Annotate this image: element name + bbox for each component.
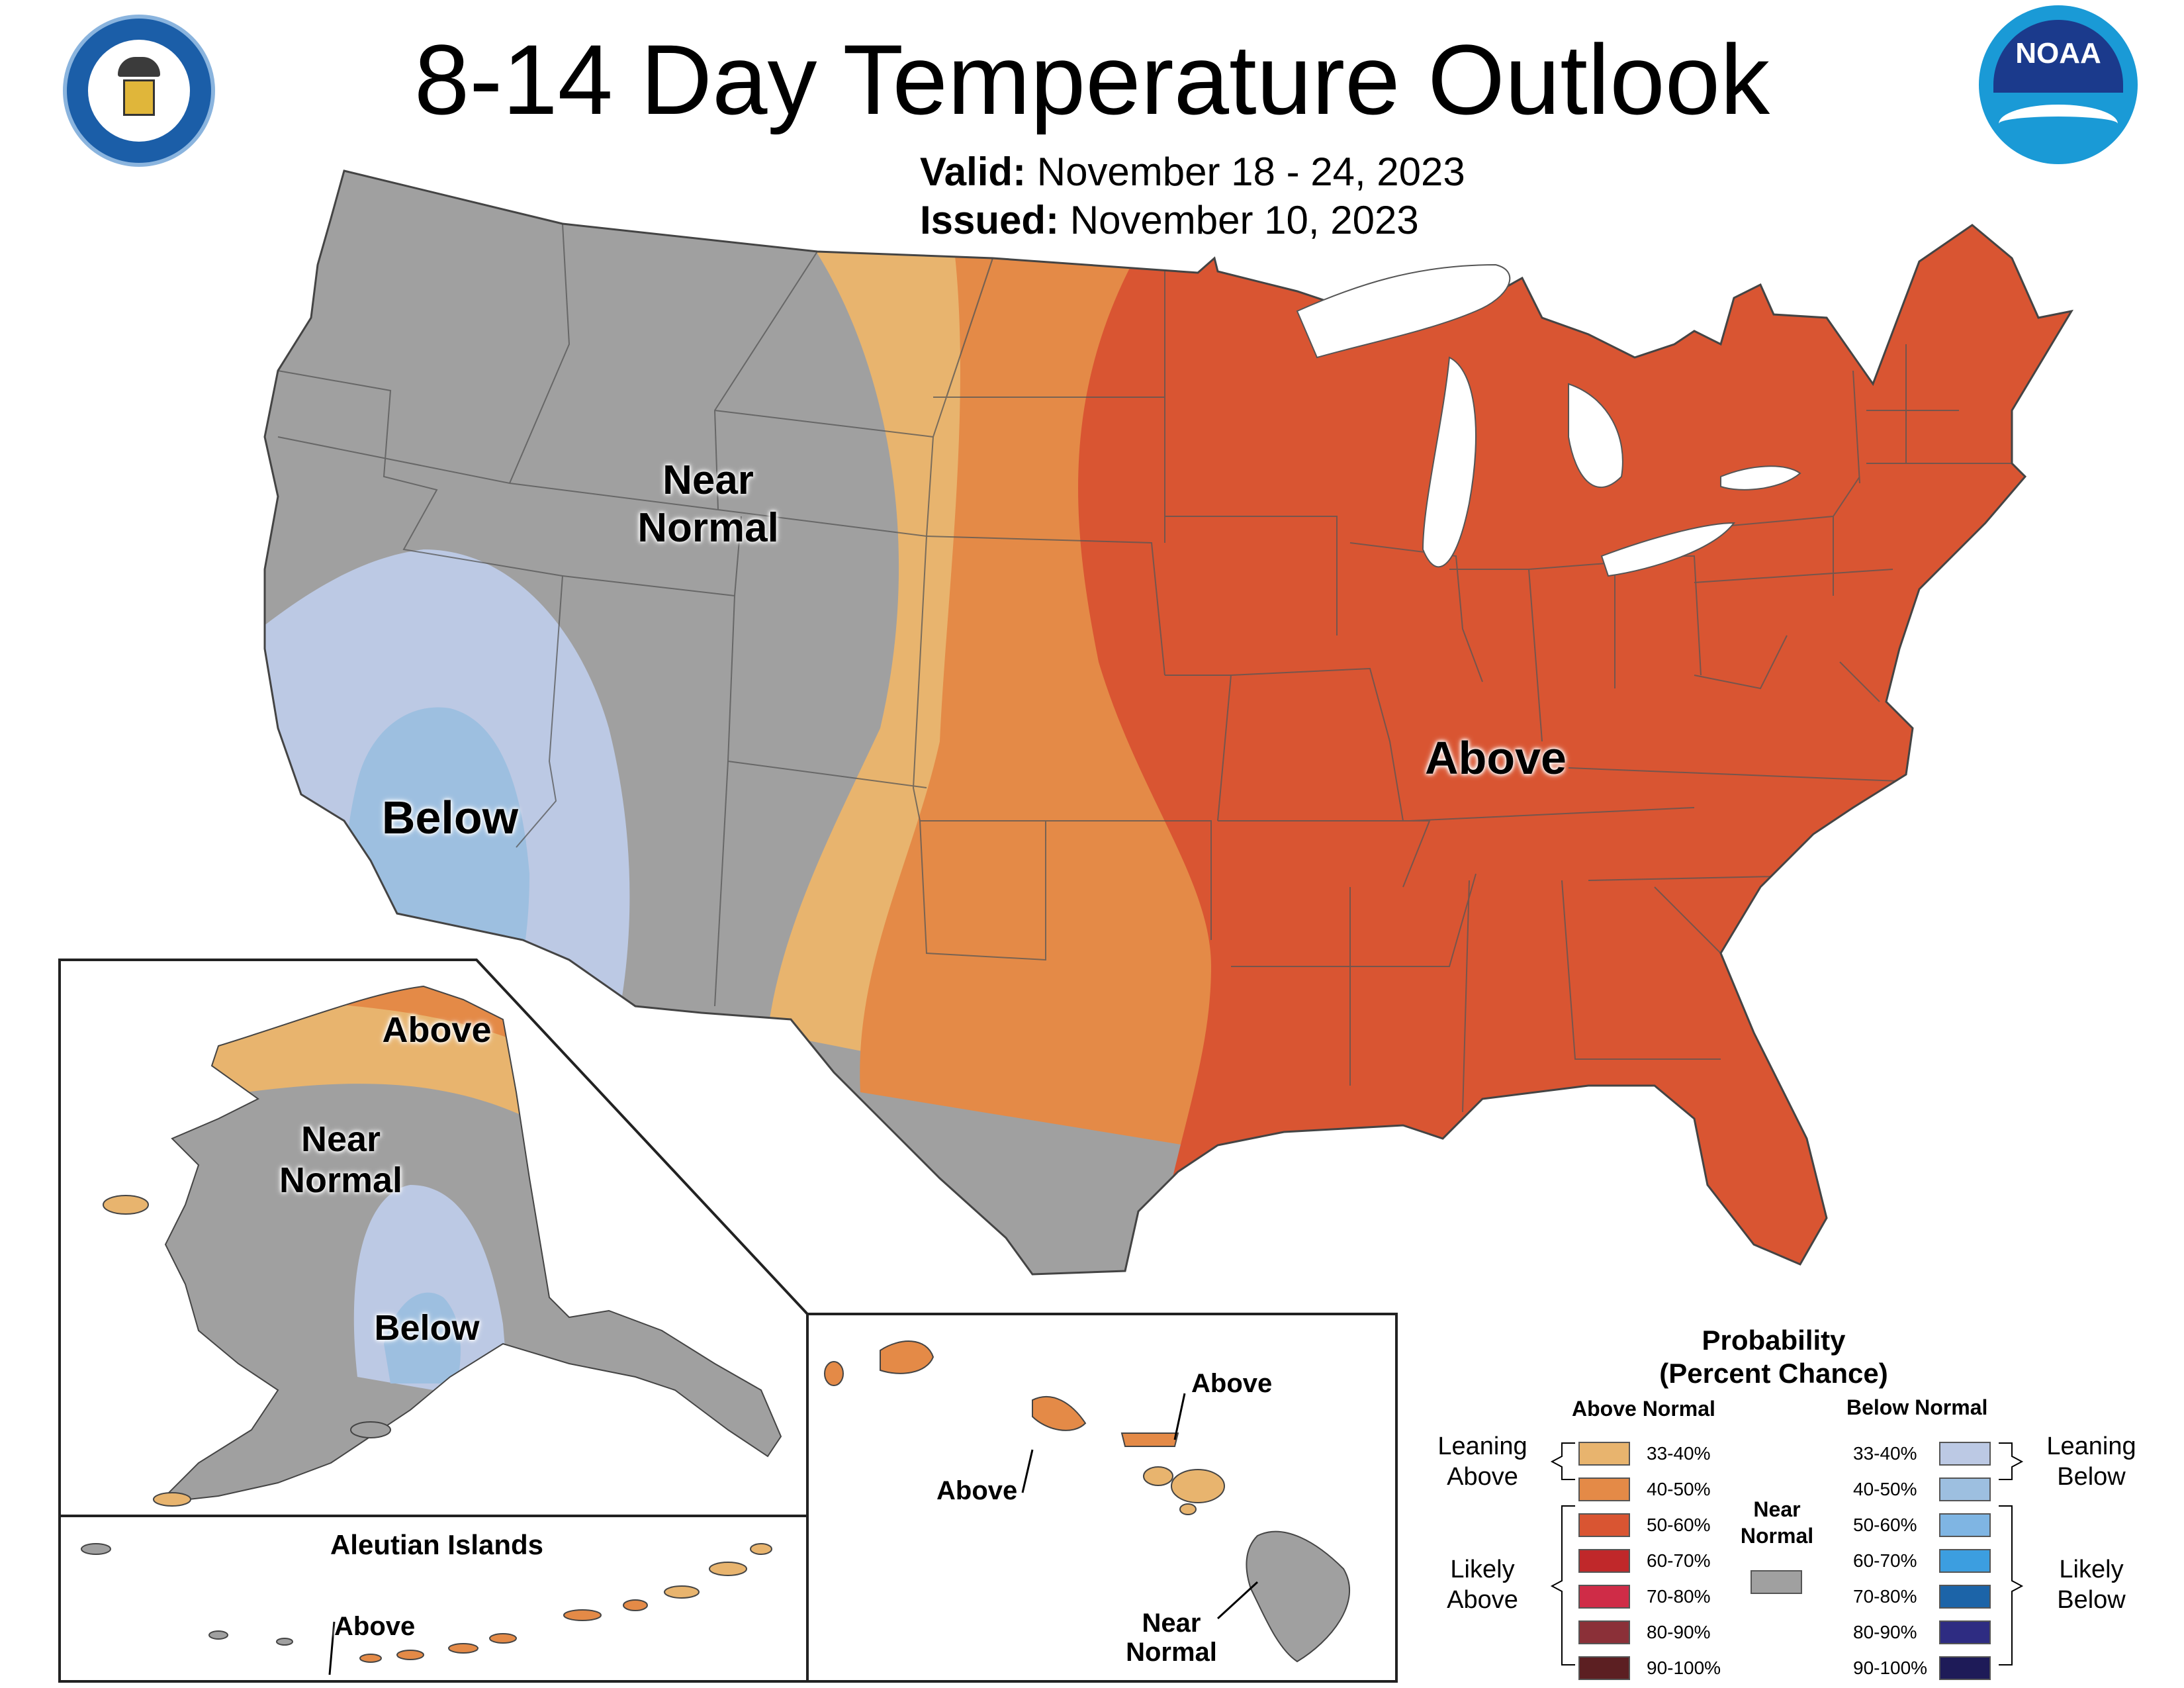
legend-brackets: [1550, 1442, 2024, 1665]
legend-above-header: Above Normal: [1572, 1397, 1715, 1421]
legend-near-normal: Near Normal: [1740, 1497, 1814, 1548]
legend-above-swatch: [1578, 1442, 1630, 1466]
legend-leaning-below: Leaning Below: [2046, 1432, 2136, 1491]
conus-near-normal-label: Near Normal: [637, 457, 779, 551]
legend-above-swatch: [1578, 1620, 1630, 1644]
hi-near-normal-label: Near Normal: [1126, 1609, 1217, 1667]
issued-line: Issued: November 10, 2023: [920, 197, 1419, 244]
legend-above-swatch: [1578, 1585, 1630, 1609]
legend-above-label: 60-70%: [1647, 1550, 1711, 1571]
state-borders: [277, 223, 2012, 1113]
legend-near-normal-swatch: [1751, 1570, 1802, 1594]
valid-label: Valid:: [920, 150, 1026, 194]
alaska-islands: [103, 1195, 391, 1507]
legend-below-label: 60-70%: [1853, 1550, 1917, 1571]
legend-likely-above: Likely Above: [1447, 1556, 1518, 1614]
conus-outline: [263, 169, 2074, 1276]
legend-above-label: 70-80%: [1647, 1586, 1711, 1607]
hawaii-inset-frame: [806, 1313, 1398, 1683]
lake-huron: [1568, 383, 1623, 488]
hi-above-label-east: Above: [1191, 1369, 1273, 1398]
issued-value: November 10, 2023: [1069, 198, 1419, 242]
legend-leaning-above: Leaning Above: [1437, 1432, 1527, 1491]
aleutian-title: Aleutian Islands: [330, 1529, 544, 1560]
lake-erie: [1600, 522, 1736, 577]
legend-above-label: 33-40%: [1647, 1443, 1711, 1464]
lake-superior: [1296, 263, 1511, 359]
noaa-logo-icon: NOAA: [1979, 5, 2138, 164]
ak-above-label: Above: [382, 1010, 492, 1050]
legend-below-header: Below Normal: [1846, 1395, 1988, 1419]
legend-title: Probability (Percent Chance): [1659, 1325, 1888, 1389]
aleutian-above-label: Above: [334, 1612, 416, 1641]
legend-below-label: 40-50%: [1853, 1479, 1917, 1499]
alaska-outline: [157, 985, 782, 1504]
legend-above-label: 40-50%: [1647, 1479, 1711, 1499]
department-of-commerce-seal-icon: [63, 15, 215, 167]
legend-below-swatch: [1939, 1549, 1991, 1573]
lake-ontario: [1720, 465, 1801, 491]
page-title: 8-14 Day Temperature Outlook: [414, 24, 1770, 135]
legend-below-swatch: [1939, 1656, 1991, 1680]
legend-below-label: 70-80%: [1853, 1586, 1917, 1607]
legend-above-swatch: [1578, 1513, 1630, 1537]
hi-above-label-west: Above: [936, 1476, 1018, 1505]
legend-below-swatch: [1939, 1620, 1991, 1644]
conus-above-label: Above: [1425, 732, 1567, 784]
great-lakes: [1296, 263, 1801, 577]
conus-below-label: Below: [381, 792, 519, 843]
legend-above-label: 80-90%: [1647, 1622, 1711, 1642]
legend-below-label: 90-100%: [1853, 1658, 1928, 1678]
legend-above-label: 50-60%: [1647, 1515, 1711, 1535]
legend-below-label: 50-60%: [1853, 1515, 1917, 1535]
valid-line: Valid: November 18 - 24, 2023: [920, 149, 1465, 195]
legend-below-label: 33-40%: [1853, 1443, 1917, 1464]
legend-below-swatch: [1939, 1513, 1991, 1537]
ak-near-normal-label: Near Normal: [279, 1119, 403, 1200]
ak-below-40-50-area: [384, 1292, 461, 1383]
aleutian-chain: [81, 1543, 772, 1663]
legend-above-label: 90-100%: [1647, 1658, 1721, 1678]
legend-below-swatch: [1939, 1442, 1991, 1466]
legend-likely-below: Likely Below: [2057, 1556, 2126, 1614]
hawaii-islands: [824, 1340, 1351, 1663]
legend-above-swatch: [1578, 1656, 1630, 1680]
lake-michigan: [1422, 356, 1477, 568]
legend-below-swatch: [1939, 1585, 1991, 1609]
issued-label: Issued:: [920, 198, 1060, 242]
legend-above-swatch: [1578, 1477, 1630, 1501]
conus-outlook: [265, 171, 2071, 1274]
ak-below-label: Below: [374, 1308, 480, 1348]
legend-below-swatch: [1939, 1477, 1991, 1501]
conus-above-50-60-area: [1078, 171, 2071, 1274]
valid-value: November 18 - 24, 2023: [1036, 150, 1465, 194]
legend-below-label: 80-90%: [1853, 1622, 1917, 1642]
legend-above-swatch: [1578, 1549, 1630, 1573]
